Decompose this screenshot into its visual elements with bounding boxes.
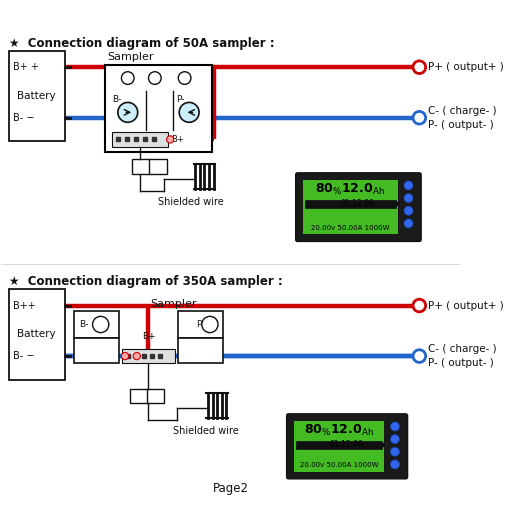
Circle shape [202,316,218,333]
Circle shape [390,447,400,456]
Bar [130,389,164,403]
Circle shape [122,353,129,360]
FancyBboxPatch shape [287,414,408,479]
Circle shape [404,219,413,228]
Text: 01:12:00: 01:12:00 [329,440,363,449]
Text: P- ( output- ): P- ( output- ) [429,120,494,130]
Bar [122,349,175,363]
Circle shape [413,61,426,73]
Text: ★  Connection diagram of 50A sampler :: ★ Connection diagram of 50A sampler : [9,36,274,50]
Text: B++: B++ [13,300,36,310]
Text: ★  Connection diagram of 350A sampler :: ★ Connection diagram of 350A sampler : [9,275,282,288]
Bar [178,338,223,363]
Circle shape [413,111,426,124]
Bar [382,443,385,447]
Circle shape [390,422,400,431]
Bar [9,289,65,380]
Text: P+ ( output+ ): P+ ( output+ ) [429,300,504,310]
Circle shape [178,72,191,84]
Bar [74,338,119,363]
Bar [294,421,384,472]
Text: Page2: Page2 [213,482,249,495]
Text: B- −: B- − [13,113,35,123]
Text: B+: B+ [171,135,184,144]
Text: Battery: Battery [17,91,56,101]
Text: Battery: Battery [17,329,56,340]
Text: 20.00v 50.00A 1000W: 20.00v 50.00A 1000W [300,463,378,468]
Circle shape [413,350,426,362]
Bar [112,132,168,147]
Text: Sampler: Sampler [107,52,154,62]
Circle shape [149,72,161,84]
Bar [105,65,212,152]
Bar [396,202,399,206]
Bar [9,51,65,141]
Bar [303,180,398,234]
Text: B+ +: B+ + [13,62,39,72]
Text: Shielded wire: Shielded wire [158,197,224,207]
Text: C- ( charge- ): C- ( charge- ) [429,344,497,354]
Circle shape [122,72,134,84]
Text: P- ( output- ): P- ( output- ) [429,359,494,369]
Circle shape [404,206,413,215]
Bar [132,159,166,174]
Bar [305,200,396,208]
Text: Sampler: Sampler [150,299,197,309]
Text: C- ( charge- ): C- ( charge- ) [429,106,497,116]
Circle shape [413,299,426,312]
Bar [296,441,382,449]
Circle shape [404,181,413,190]
Circle shape [93,316,109,333]
Circle shape [404,194,413,203]
Text: P+ ( output+ ): P+ ( output+ ) [429,62,504,72]
Text: 80$_\mathsf{\%}$12.0$_\mathsf{Ah}$: 80$_\mathsf{\%}$12.0$_\mathsf{Ah}$ [316,182,385,196]
Text: P-: P- [177,95,185,104]
Text: B+: B+ [142,332,156,341]
Circle shape [390,460,400,469]
Text: 80$_\mathsf{\%}$12.0$_\mathsf{Ah}$: 80$_\mathsf{\%}$12.0$_\mathsf{Ah}$ [304,422,374,438]
Bar [178,311,223,338]
Text: B- −: B- − [13,351,35,361]
Circle shape [166,136,174,143]
Text: 01:12:00: 01:12:00 [341,200,375,209]
Text: P-: P- [196,320,205,329]
Circle shape [390,435,400,444]
Bar [74,311,119,338]
Circle shape [118,102,138,122]
Text: B-: B- [112,95,122,104]
Text: Shielded wire: Shielded wire [173,427,238,437]
Circle shape [179,102,199,122]
FancyBboxPatch shape [296,173,421,241]
Text: 20.00v 50.00A 1000W: 20.00v 50.00A 1000W [311,225,389,231]
Text: B-: B- [79,320,89,329]
Circle shape [133,353,140,360]
